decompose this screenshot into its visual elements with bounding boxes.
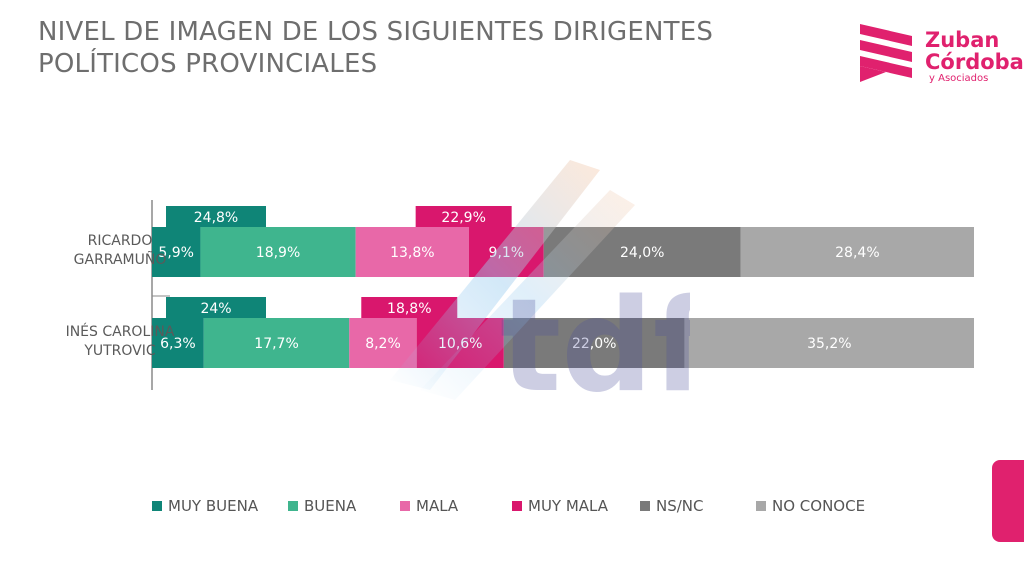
data-label: 6,3% bbox=[160, 336, 196, 352]
zuban-cordoba-stripes-icon bbox=[860, 24, 912, 82]
bar-segment bbox=[152, 318, 204, 368]
legend-item: MALA bbox=[400, 497, 512, 515]
legend-swatch bbox=[512, 501, 522, 511]
data-label: 9,1% bbox=[489, 245, 525, 261]
category-label: INÉS CAROLINA bbox=[66, 323, 175, 340]
brand-name: Zuban Córdoba y Asociados bbox=[925, 29, 1024, 85]
bar-segment bbox=[152, 227, 201, 277]
data-label: 28,4% bbox=[835, 245, 879, 261]
legend-label: MUY BUENA bbox=[168, 497, 259, 515]
brand-line-1: Zuban bbox=[925, 28, 1000, 52]
category-label: GARRAMUÑO bbox=[74, 251, 167, 268]
legend-label: MALA bbox=[416, 497, 459, 515]
bar-segment bbox=[684, 318, 974, 368]
bar-segment bbox=[200, 227, 356, 277]
title-line-1: NIVEL DE IMAGEN DE LOS SIGUIENTES DIRIGE… bbox=[38, 17, 714, 47]
legend-item: NO CONOCE bbox=[756, 497, 886, 515]
category-label: YUTROVIC bbox=[83, 343, 156, 359]
positive-total-label: 24,8% bbox=[194, 210, 238, 226]
negative-total-label: 22,9% bbox=[441, 210, 485, 226]
legend-label: NS/NC bbox=[656, 497, 704, 515]
legend-swatch bbox=[756, 501, 766, 511]
data-label: 8,2% bbox=[365, 336, 401, 352]
data-label: 17,7% bbox=[254, 336, 298, 352]
brand-line-2: Córdoba bbox=[925, 50, 1024, 74]
data-label: 10,6% bbox=[438, 336, 482, 352]
legend-item: MUY BUENA bbox=[152, 497, 288, 515]
legend-item: NS/NC bbox=[640, 497, 756, 515]
brand-logo: Zuban Córdoba y Asociados bbox=[856, 22, 1024, 92]
data-label: 22,0% bbox=[572, 336, 616, 352]
legend-swatch bbox=[400, 501, 410, 511]
legend-label: MUY MALA bbox=[528, 497, 609, 515]
legend-swatch bbox=[152, 501, 162, 511]
chart-legend: MUY BUENA BUENA MALA MUY MALA NS/NC NO CONOCE bbox=[152, 497, 886, 515]
bar-segment bbox=[203, 318, 350, 368]
positive-total-tag bbox=[166, 206, 266, 227]
legend-swatch bbox=[640, 501, 650, 511]
brand-line-3: y Asociados bbox=[929, 73, 989, 84]
legend-item: MUY MALA bbox=[512, 497, 640, 515]
legend-swatch bbox=[288, 501, 298, 511]
data-label: 24,0% bbox=[620, 245, 664, 261]
data-label: 35,2% bbox=[807, 336, 851, 352]
legend-label: BUENA bbox=[304, 497, 357, 515]
positive-total-label: 24% bbox=[200, 301, 231, 317]
data-label: 5,9% bbox=[158, 245, 194, 261]
data-label: 13,8% bbox=[390, 245, 434, 261]
data-label: 18,9% bbox=[256, 245, 300, 261]
legend-item: BUENA bbox=[288, 497, 400, 515]
negative-total-label: 18,8% bbox=[387, 301, 431, 317]
title-line-2: POLÍTICOS PROVINCIALES bbox=[38, 49, 378, 79]
page-title: NIVEL DE IMAGEN DE LOS SIGUIENTES DIRIGE… bbox=[38, 16, 713, 80]
category-label: RICARDO bbox=[88, 233, 153, 249]
positive-total-tag bbox=[166, 297, 266, 318]
legend-label: NO CONOCE bbox=[772, 497, 866, 515]
bar-segment bbox=[740, 227, 974, 277]
corner-tab bbox=[992, 460, 1024, 542]
